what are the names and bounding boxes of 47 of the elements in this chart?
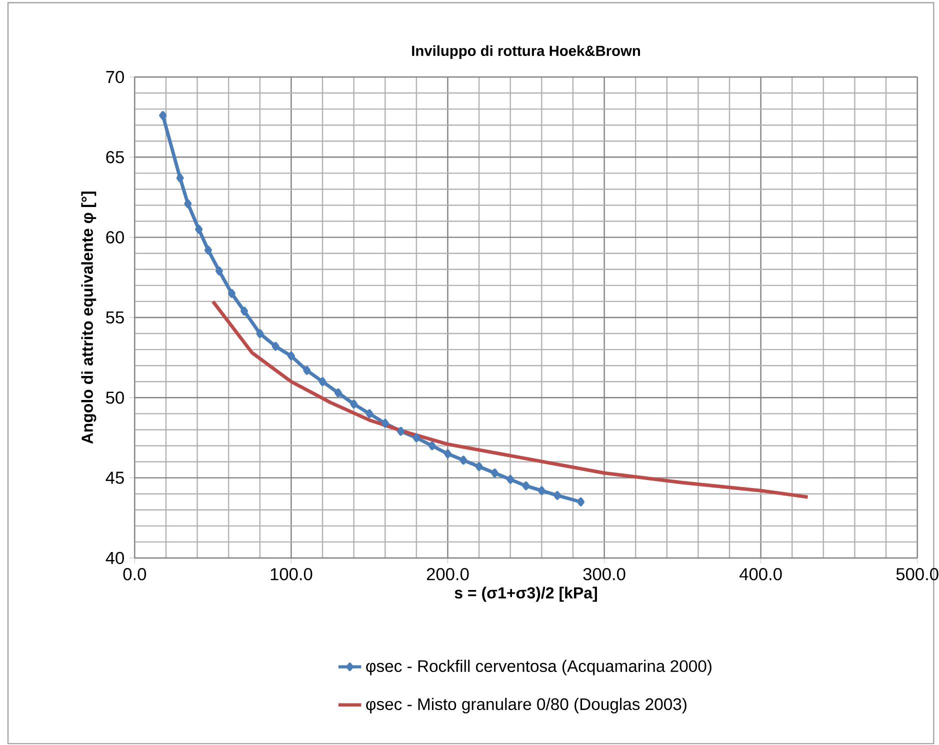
- point: [204, 246, 212, 255]
- x-tick-label: 0.0: [123, 568, 146, 580]
- point: [195, 224, 203, 234]
- point: [350, 400, 358, 408]
- point: [397, 426, 405, 436]
- point: [554, 491, 562, 500]
- point: [522, 481, 530, 490]
- point: [412, 433, 420, 442]
- point: [272, 342, 280, 351]
- point: [475, 462, 483, 471]
- point: [159, 111, 167, 120]
- y-axis-title: Angolo di attrito equivalente φ [°]: [81, 192, 96, 444]
- x-tick-label: 200.0: [426, 568, 469, 580]
- point: [366, 409, 374, 418]
- point: [428, 441, 436, 450]
- point: [490, 468, 498, 478]
- point: [444, 449, 452, 458]
- x-tick-label: 100.0: [270, 568, 312, 580]
- point: [381, 418, 389, 428]
- point: [240, 306, 248, 316]
- x-axis-title: s = (σ1+σ3)/2 [kPa]: [454, 586, 597, 602]
- x-tick-label: 500.0: [896, 568, 938, 580]
- point: [538, 486, 546, 496]
- point: [318, 377, 326, 386]
- x-tick-label: 300.0: [583, 568, 626, 580]
- point: [577, 497, 585, 506]
- point: [256, 329, 264, 338]
- point: [287, 352, 295, 360]
- y-tick-label: 40: [106, 552, 124, 564]
- point: [228, 289, 236, 298]
- point: [334, 388, 342, 398]
- y-tick-label: 70: [106, 70, 124, 84]
- point: [215, 266, 223, 276]
- point: [460, 456, 468, 465]
- point: [184, 199, 192, 208]
- y-tick-label: 45: [106, 472, 124, 484]
- point: [506, 475, 514, 484]
- y-tick-label: 55: [106, 311, 124, 324]
- legend-label: φsec - Misto granulare 0/80 (Douglas 2003): [366, 698, 686, 714]
- y-tick-label: 50: [106, 392, 124, 404]
- point: [176, 174, 184, 182]
- x-tick-label: 400.0: [740, 568, 782, 580]
- y-tick-label: 65: [106, 151, 124, 164]
- point: [303, 366, 311, 375]
- legend-label: φsec - Rockfill cerventosa (Acquamarina 2000): [366, 660, 712, 676]
- y-tick-label: 60: [106, 231, 124, 244]
- chart-title: Inviluppo di rottura Hoek&Brown: [412, 45, 640, 59]
